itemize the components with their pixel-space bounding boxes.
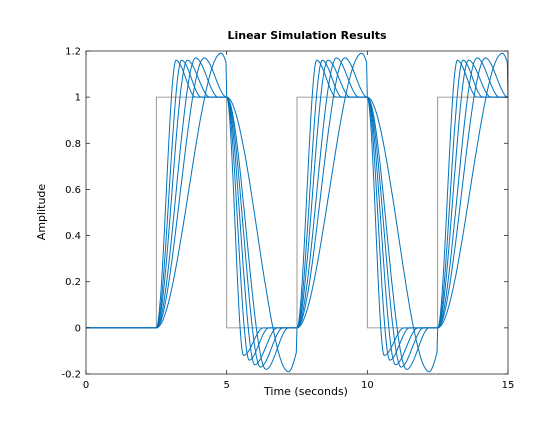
y-tick-label: 1 [75,93,81,104]
y-tick-label: 0 [75,323,81,334]
y-tick-label: 0.6 [65,185,81,196]
response-line-6 [86,52,509,373]
axes-box [85,50,509,375]
x-tick-label: 5 [223,380,229,391]
x-axis-label: Time (seconds) [263,385,348,398]
x-tick-label: 0 [83,380,89,391]
y-tick-label: 0.8 [65,139,81,150]
series-layer [86,52,509,373]
input-signal-line [86,96,508,329]
y-tick-label: 0.4 [65,231,81,242]
y-tick-label: 0.2 [65,277,81,288]
chart-title: Linear Simulation Results [227,29,387,42]
y-tick-label: -0.2 [61,370,81,381]
y-axis-label: Amplitude [35,184,48,241]
axes-layer: 0 5 10 15-0.200.20.40.60.811.2 [61,47,514,392]
x-tick-label: 10 [361,380,374,391]
x-tick-label: 15 [502,380,515,391]
y-tick-label: 1.2 [65,47,81,58]
